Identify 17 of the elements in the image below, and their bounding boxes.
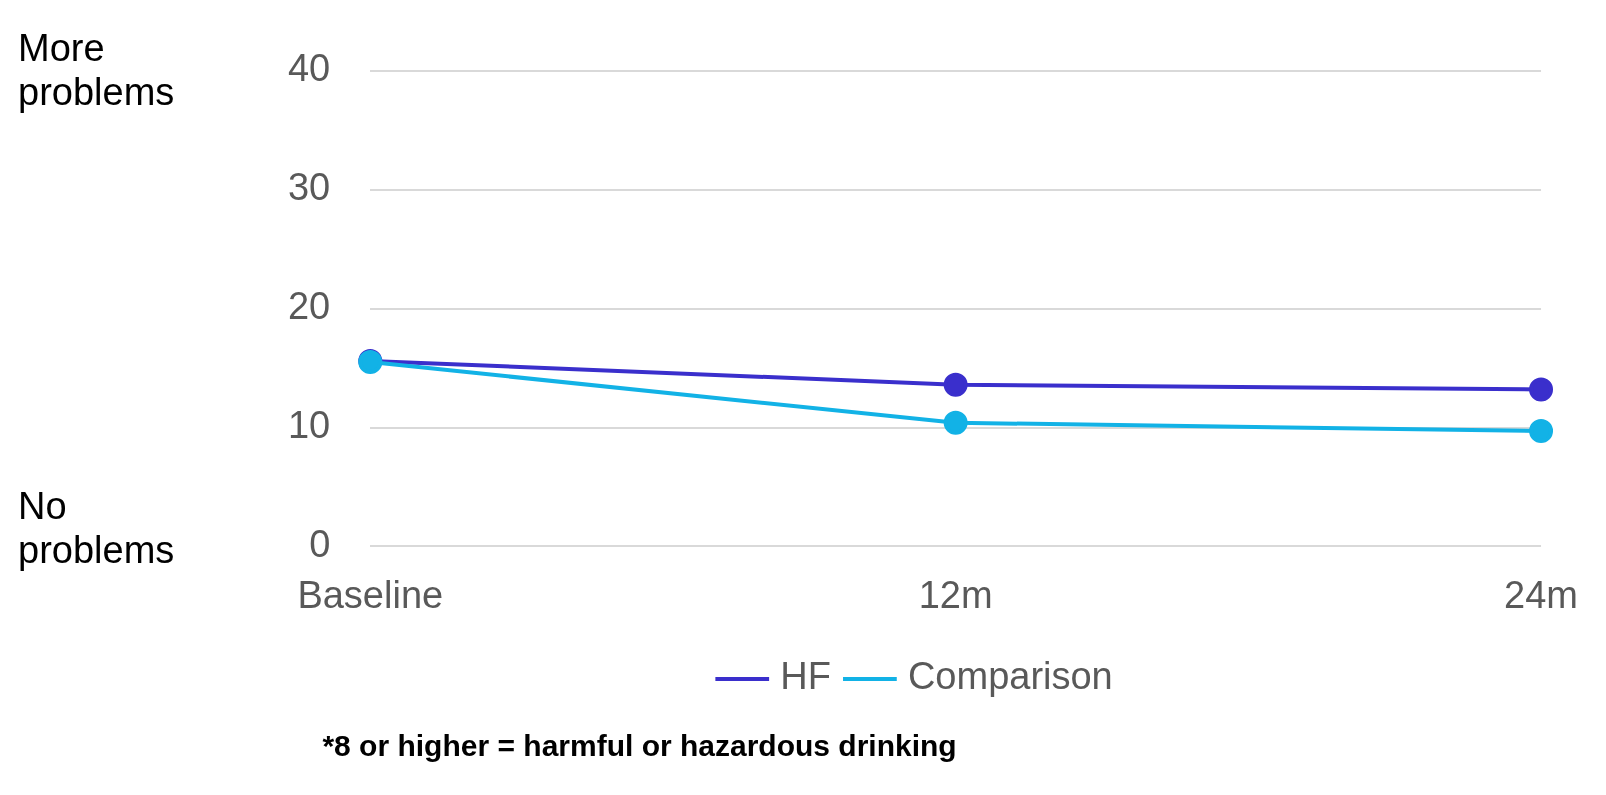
point: [1529, 419, 1554, 444]
y-tick-label: 0: [309, 522, 331, 565]
y-tick-label: 10: [287, 403, 331, 446]
point: [943, 410, 968, 435]
y-tick-label: 40: [287, 47, 331, 90]
y-tick-label: 20: [287, 285, 331, 328]
x-tick-label: 24m: [1504, 573, 1578, 616]
legend-label: HF: [780, 655, 831, 698]
text: No problems: [18, 484, 175, 571]
text: *8 or higher = harmful or hazardous drinking: [322, 729, 957, 763]
x-tick-label: 12m: [918, 573, 993, 616]
point: [943, 372, 968, 397]
text: More problems: [18, 27, 175, 114]
legend-label: Comparison: [907, 655, 1113, 698]
x-tick-label: Baseline: [297, 573, 444, 616]
point: [1529, 377, 1554, 402]
y-tick-label: 30: [287, 166, 331, 209]
